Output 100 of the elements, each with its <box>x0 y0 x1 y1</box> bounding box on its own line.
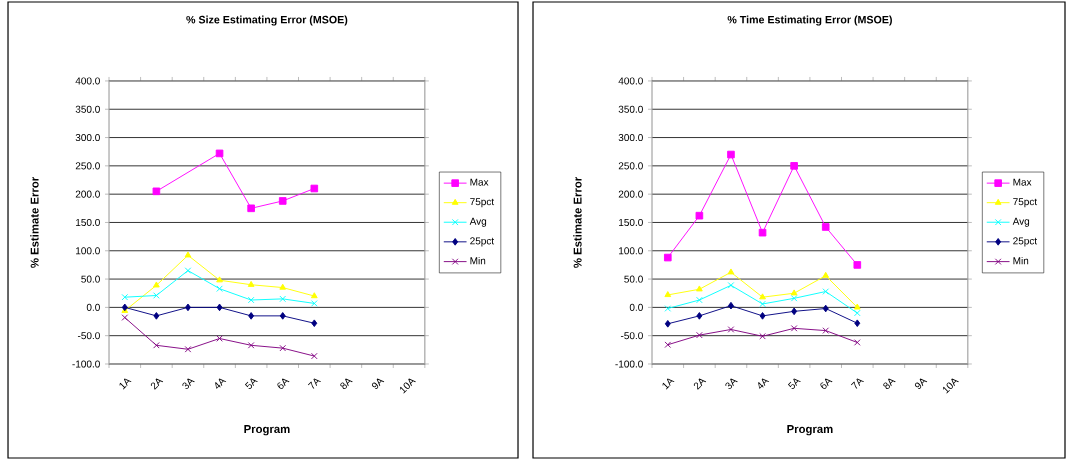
point <box>216 303 223 312</box>
point <box>696 312 703 320</box>
x-tick-label: 4A <box>758 378 770 389</box>
point <box>247 342 255 349</box>
point <box>727 268 735 275</box>
point <box>216 276 223 283</box>
point <box>279 283 287 290</box>
point <box>248 312 255 320</box>
point <box>153 292 160 299</box>
y-axis-title: % Estimate Error <box>573 176 582 268</box>
y-tick-label: 150.0 <box>619 218 643 227</box>
legend-label: Min <box>470 257 486 265</box>
y-tick-label: -100.0 <box>615 360 643 368</box>
x-tick-label: 3A <box>725 378 738 390</box>
legend-label: 25pct <box>1013 237 1038 247</box>
x-tick-label: 9A <box>371 378 385 390</box>
y-tick-label: 250.0 <box>75 162 100 170</box>
legend-label: 75pct <box>470 198 495 208</box>
point <box>121 293 129 301</box>
point <box>853 261 862 269</box>
legend-label: Avg <box>1012 217 1030 227</box>
y-tick-label: -50.0 <box>77 332 100 340</box>
point <box>822 304 829 313</box>
x-tick-label: 4A <box>215 378 227 389</box>
point <box>759 332 766 340</box>
chart-title: % Time Estimating Error (MSOE) <box>727 15 892 26</box>
x-tick-label: 7A <box>307 378 322 389</box>
point <box>853 309 861 317</box>
x-tick-label: 8A <box>883 378 896 390</box>
y-tick-label: 250.0 <box>618 162 643 170</box>
point <box>279 312 286 320</box>
point <box>790 162 798 170</box>
point <box>184 267 192 274</box>
x-tick-label: 10A <box>942 378 959 394</box>
point <box>853 303 861 310</box>
point <box>153 312 160 320</box>
y-tick-label: 350.0 <box>75 105 100 113</box>
point <box>791 307 798 316</box>
y-tick-label: 400.0 <box>75 77 100 85</box>
point <box>727 282 735 289</box>
y-tick-label: 300.0 <box>618 134 643 142</box>
x-axis-title: Program <box>787 425 833 436</box>
y-tick-label: -100.0 <box>72 360 100 368</box>
point <box>663 253 672 262</box>
x-tick-label: 6A <box>277 378 290 389</box>
y-tick-label: -50.0 <box>620 332 643 340</box>
point <box>279 344 287 352</box>
x-tick-label: 5A <box>787 378 801 390</box>
point <box>758 228 767 237</box>
x-tick-label: 7A <box>850 378 865 389</box>
x-tick-label: 2A <box>150 378 164 390</box>
y-tick-label: 50.0 <box>624 275 643 283</box>
point <box>664 291 672 298</box>
point <box>727 301 734 310</box>
point <box>696 296 703 304</box>
x-tick-label: 1A <box>119 378 132 390</box>
point <box>310 292 318 299</box>
y-tick-label: 0.0 <box>629 303 643 311</box>
point <box>310 184 319 193</box>
y-tick-label: 200.0 <box>618 190 643 198</box>
x-tick-label: 3A <box>182 378 195 390</box>
point <box>821 223 830 231</box>
point <box>854 319 861 328</box>
y-tick-label: 50.0 <box>81 275 100 283</box>
point <box>695 211 704 220</box>
x-tick-label: 6A <box>820 378 833 389</box>
x-tick-label: 1A <box>662 378 675 390</box>
legend-label: Max <box>1013 178 1032 186</box>
x-tick-label: 10A <box>399 378 416 394</box>
legend-label: 25pct <box>470 237 495 247</box>
point <box>727 150 735 159</box>
x-tick-label: 9A <box>914 378 928 390</box>
point <box>822 271 830 278</box>
x-tick-label: 8A <box>340 378 353 390</box>
point <box>790 295 798 302</box>
point <box>759 300 766 308</box>
point <box>184 251 192 258</box>
point <box>153 281 160 288</box>
point <box>822 327 830 334</box>
legend-label: 75pct <box>1013 198 1038 208</box>
point <box>664 319 671 328</box>
point <box>311 300 318 307</box>
y-tick-label: 350.0 <box>618 105 643 113</box>
point <box>759 312 766 320</box>
point <box>153 342 160 349</box>
y-tick-label: 100.0 <box>619 247 643 255</box>
point <box>278 197 287 205</box>
x-axis-title: Program <box>244 425 290 436</box>
y-tick-label: 300.0 <box>75 134 100 142</box>
point <box>853 339 861 346</box>
legend-label: Min <box>1013 257 1029 265</box>
point <box>311 352 318 360</box>
point <box>152 187 161 196</box>
y-tick-label: 200.0 <box>75 190 100 198</box>
x-tick-label: 2A <box>693 378 707 390</box>
x-tick-label: 5A <box>244 378 258 390</box>
point <box>696 331 703 339</box>
point <box>279 295 287 303</box>
chart-title: % Size Estimating Error (MSOE) <box>186 15 348 26</box>
y-tick-label: 100.0 <box>76 247 100 255</box>
